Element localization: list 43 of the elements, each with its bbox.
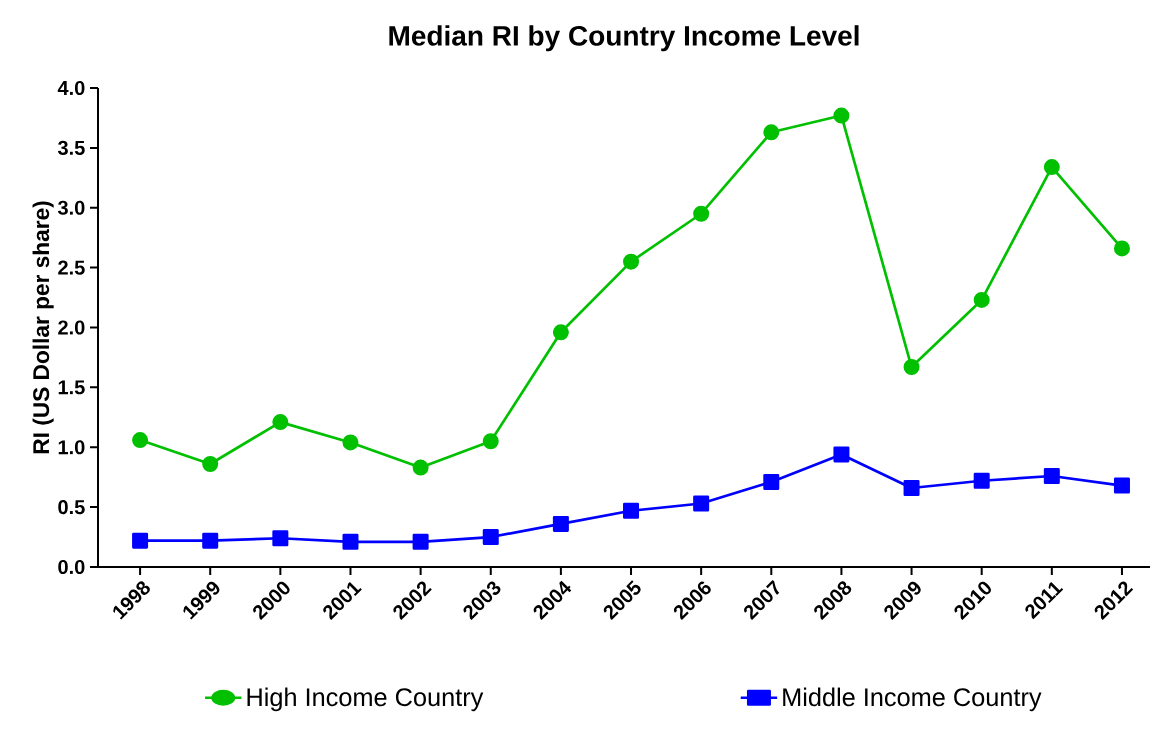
point [693,205,710,222]
point [482,529,499,546]
y-tick-label: 1.5 [58,380,85,395]
point [342,434,359,451]
legend-label: Middle Income Country [783,687,1042,712]
point [623,253,640,270]
point [1113,477,1130,494]
point [1043,159,1060,176]
point [763,473,780,490]
point [1043,467,1060,484]
y-axis-title: RI (US Dollar per share) [32,201,54,454]
point [903,479,920,496]
point [412,533,429,550]
point [623,502,640,519]
point [763,124,780,141]
point [272,530,289,547]
point [202,532,219,549]
point [132,432,149,449]
point [482,433,499,450]
y-tick-label: 4.0 [57,80,85,96]
legend-label: High Income Country [247,687,484,712]
point [973,472,990,489]
point [1113,240,1130,257]
y-tick-label: 3.5 [57,140,85,155]
point [552,515,569,532]
chart-title: Median RI by Country Income Level [389,25,859,52]
point [412,459,429,476]
y-tick-label: 1.0 [58,440,85,455]
y-tick-label: 3.0 [57,200,85,215]
point [973,291,990,308]
point [833,446,850,463]
point [272,414,289,431]
point [132,532,149,549]
y-tick-label: 0.0 [58,559,85,575]
point [202,456,219,473]
point [833,107,850,124]
y-tick-label: 0.5 [58,500,85,515]
point [552,324,569,341]
y-tick-label: 2.0 [58,320,85,335]
point [693,495,710,512]
point [342,533,359,550]
point [903,359,920,376]
y-tick-label: 2.5 [58,260,85,275]
